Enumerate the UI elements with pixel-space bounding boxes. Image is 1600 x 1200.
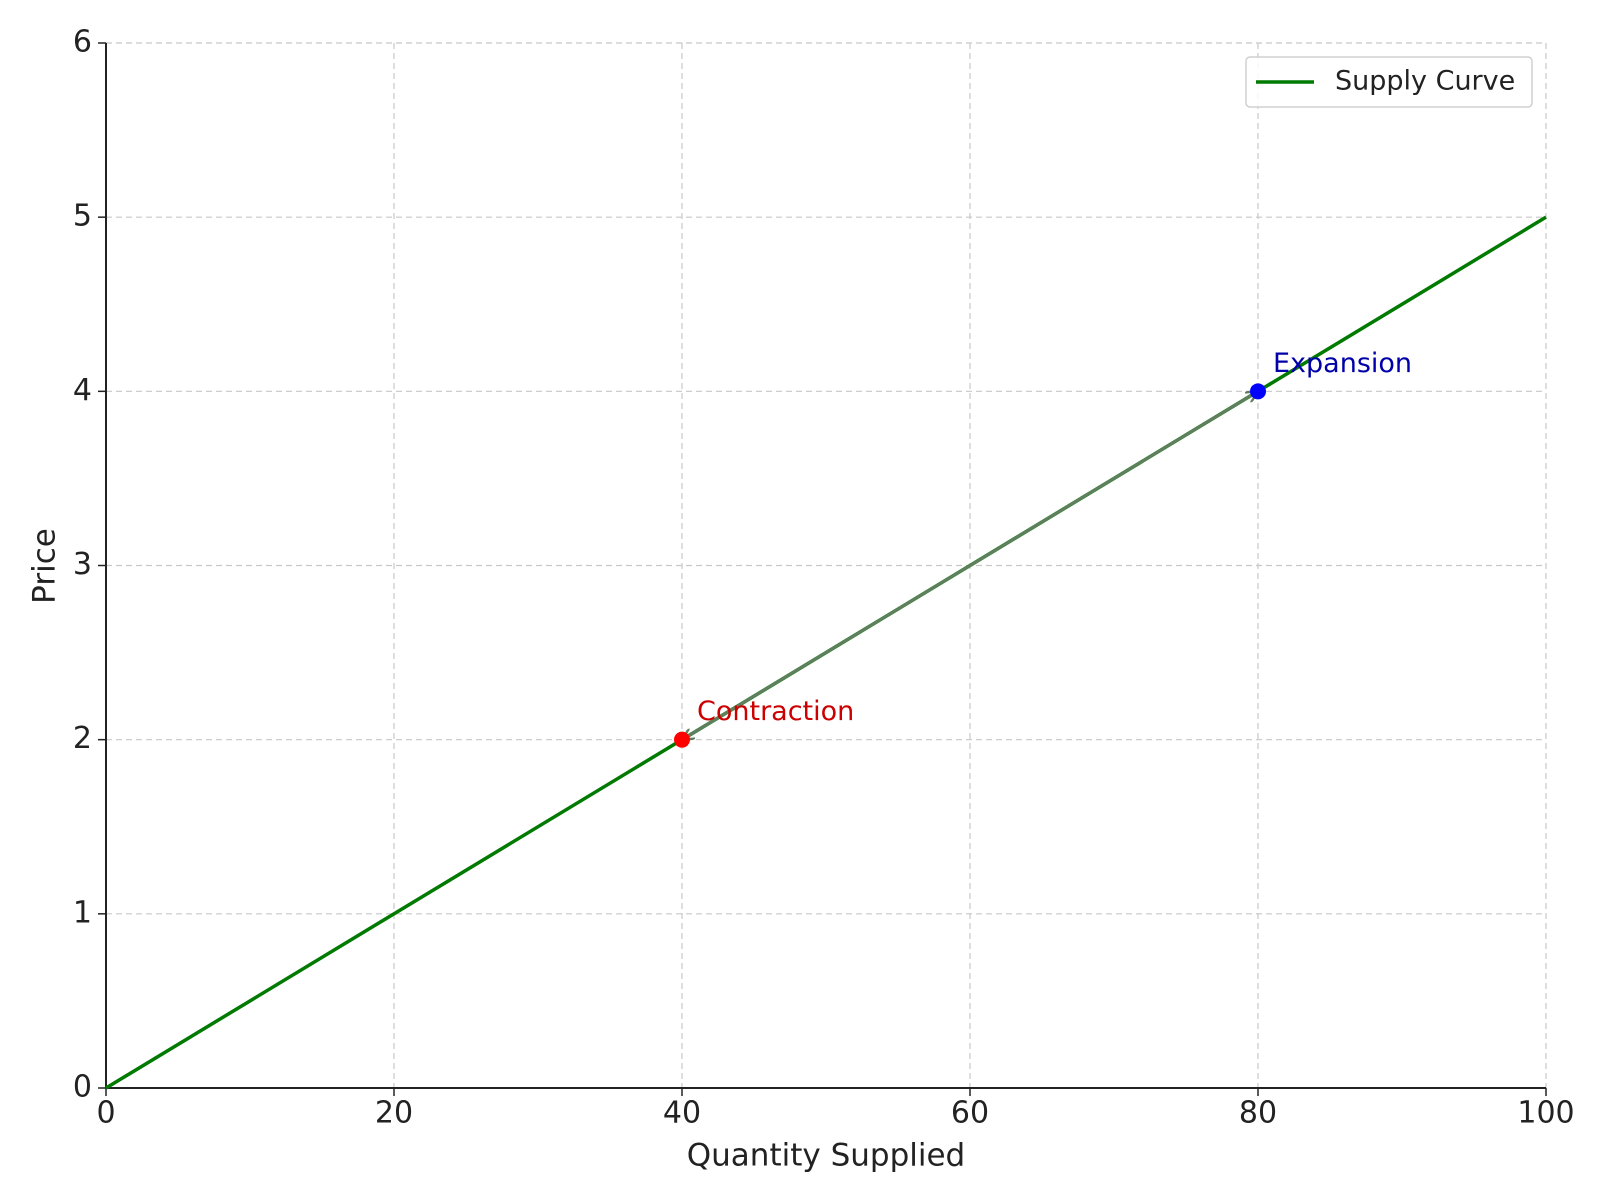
y-tick-label: 1 <box>73 895 92 930</box>
x-tick-label: 60 <box>951 1096 989 1131</box>
legend-box <box>1245 56 1533 108</box>
x-tick-label: 0 <box>96 1096 115 1131</box>
x-tick-label: 40 <box>663 1096 701 1131</box>
arrow <box>682 391 1258 739</box>
x-tick-label: 20 <box>375 1096 413 1131</box>
y-tick-label: 3 <box>73 547 92 582</box>
y-tick-label: 6 <box>73 25 92 60</box>
legend-label: Supply Curve <box>1335 66 1515 97</box>
x-tick-label: 100 <box>1517 1096 1574 1131</box>
x-axis-label: Quantity Supplied <box>687 1138 965 1174</box>
y-tick-label: 0 <box>73 1070 92 1105</box>
y-tick-label: 5 <box>73 199 92 234</box>
x-tick-label: 80 <box>1239 1096 1277 1131</box>
point <box>674 731 690 748</box>
y-tick-label: 4 <box>73 373 92 408</box>
annotation-label: Expansion <box>1273 348 1412 379</box>
annotation-label: Contraction <box>697 696 854 727</box>
point <box>1250 383 1266 400</box>
y-tick-label: 2 <box>73 721 92 756</box>
y-axis-label: Price <box>27 528 63 604</box>
